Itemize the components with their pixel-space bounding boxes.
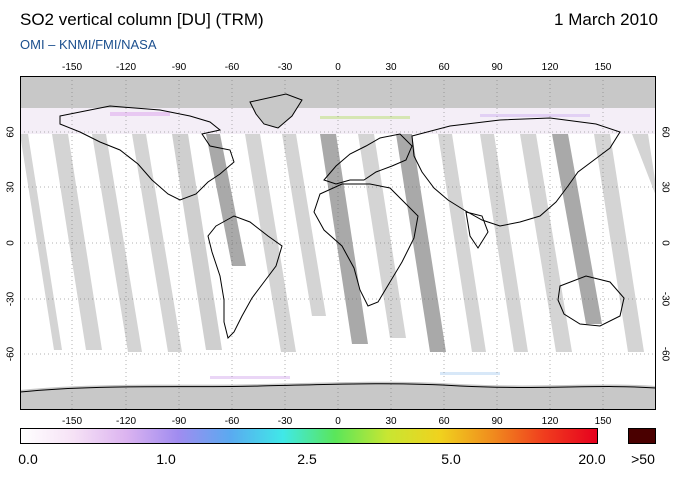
india-coast <box>465 211 489 249</box>
lon-tick-label: 60 <box>438 62 450 73</box>
lon-tick-label: 90 <box>491 416 503 427</box>
orbit-swath <box>206 134 246 266</box>
colorbar-label: >50 <box>631 451 655 467</box>
south-america-coast <box>207 215 283 339</box>
europe-coast <box>323 133 413 185</box>
colorbar-overflow-swatch <box>628 428 656 444</box>
lon-tick-label: -120 <box>115 416 137 427</box>
asia-coast <box>411 117 621 227</box>
orbit-swath <box>132 134 182 352</box>
colorbar-label: 20.0 <box>578 451 606 467</box>
lat-tick-label: -60 <box>5 346 17 362</box>
map-frame <box>20 76 656 410</box>
lat-tick-label: 30 <box>5 181 17 193</box>
lon-tick-label: 120 <box>541 62 559 73</box>
orbit-swath <box>20 134 62 350</box>
so2-map <box>20 76 656 410</box>
lon-tick-label: -30 <box>277 416 293 427</box>
lat-tick-label: -60 <box>659 346 671 362</box>
orbit-swath <box>520 134 572 352</box>
lat-tick-label: -30 <box>5 291 17 307</box>
orbit-swath <box>172 134 222 350</box>
lat-tick-label: 30 <box>659 181 671 193</box>
australia-coast <box>557 275 625 327</box>
lon-tick-label: 150 <box>594 416 612 427</box>
map-date: 1 March 2010 <box>554 10 658 29</box>
lat-tick-label: 0 <box>5 240 17 246</box>
north-america-coast <box>59 105 235 201</box>
orbit-swaths <box>20 134 656 352</box>
lat-tick-label: -30 <box>659 291 671 307</box>
orbit-swath <box>245 134 296 352</box>
map-title: SO2 vertical column [DU] (TRM) <box>20 10 264 29</box>
lon-tick-label: 120 <box>541 416 559 427</box>
lon-tick-label: 90 <box>491 62 503 73</box>
lat-tick-label: 60 <box>659 126 671 138</box>
orbit-swath <box>52 134 102 350</box>
lon-tick-label: 0 <box>335 416 341 427</box>
data-credit: OMI – KNMI/FMI/NASA <box>20 37 157 52</box>
coastlines <box>20 93 656 393</box>
orbit-swath <box>358 134 406 338</box>
orbit-swath <box>632 134 656 196</box>
colorbar-label: 1.0 <box>156 451 176 467</box>
colorbar-label: 0.0 <box>18 451 38 467</box>
lon-tick-label: 150 <box>594 62 612 73</box>
antarctic-nodata <box>20 381 656 410</box>
lat-tick-label: 0 <box>659 240 671 246</box>
colorbar-gradient <box>20 428 598 444</box>
antarctica-coast <box>20 383 656 393</box>
lon-tick-label: -90 <box>171 416 187 427</box>
orbit-swath <box>92 134 142 352</box>
africa-coast <box>313 183 419 307</box>
lon-tick-label: -150 <box>61 416 83 427</box>
lon-tick-label: 30 <box>385 416 397 427</box>
orbit-swath <box>594 134 644 352</box>
lat-tick-label: 60 <box>5 126 17 138</box>
orbit-swath <box>396 134 446 352</box>
orbit-swath <box>320 134 368 344</box>
greenland-coast <box>249 93 303 129</box>
lon-tick-label: -90 <box>171 62 187 73</box>
lon-tick-label: -30 <box>277 62 293 73</box>
lon-tick-label: 30 <box>385 62 397 73</box>
orbit-swath <box>282 134 326 316</box>
colorbar-label: 2.5 <box>297 451 317 467</box>
orbit-swath <box>438 134 486 352</box>
lon-tick-label: -150 <box>61 62 83 73</box>
lon-tick-label: -60 <box>224 416 240 427</box>
lon-tick-label: 60 <box>438 416 450 427</box>
lon-tick-label: -60 <box>224 62 240 73</box>
colorbar-label: 5.0 <box>441 451 461 467</box>
lon-tick-label: -120 <box>115 62 137 73</box>
lon-tick-label: 0 <box>335 62 341 73</box>
